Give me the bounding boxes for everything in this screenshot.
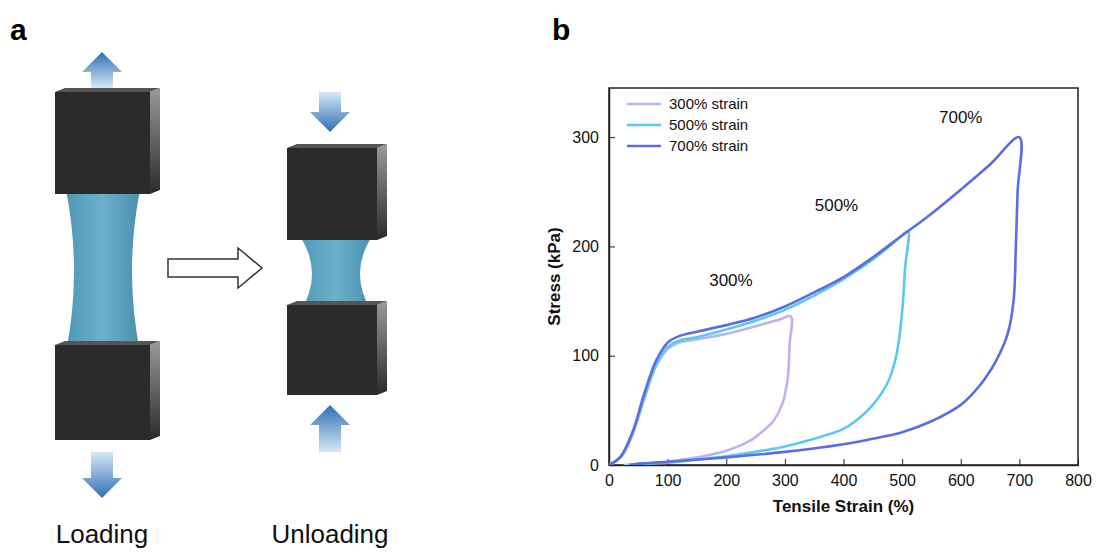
loading-specimen [55,52,160,498]
y-axis: 0 100 200 300 [572,89,615,474]
clamp-front-face [287,148,377,240]
y-axis-line [609,89,611,466]
x-axis-title: Tensile Strain (%) [773,497,914,516]
y-tick-mark [609,465,615,466]
x-tick: 800 [1065,459,1092,489]
y-tick: 100 [572,347,615,364]
arrow-up [310,405,350,452]
panel-label: b [552,13,570,46]
clamp-side-face [150,341,160,440]
y-tick-label: 200 [572,238,599,255]
x-tick-label: 200 [713,472,740,489]
y-tick: 200 [572,238,615,255]
y-tick: 300 [572,129,615,146]
panel-label: a [10,13,27,46]
unloading-specimen [287,92,387,452]
x-tick-mark [785,459,786,465]
specimen [300,236,372,312]
x-tick: 600 [948,459,975,489]
x-tick-mark [902,459,903,465]
clamp-top-face [287,144,387,148]
series-line [609,231,909,465]
annotation: 700% [939,108,982,127]
x-tick: 400 [831,459,858,489]
annotation: 500% [815,196,858,215]
caption: Unloading [271,519,388,549]
transition-arrow [168,248,262,288]
x-tick-mark [1078,459,1079,465]
x-tick-mark [844,459,845,465]
x-tick-label: 800 [1065,472,1092,489]
clamp-top-face [55,341,160,345]
y-tick-label: 300 [572,129,599,146]
y-tick-mark [609,356,615,357]
panel-b: b 0 100 200 300 400 500 600 700 800 0 100 200 300 Tens… [545,13,1092,516]
y-tick-mark [609,137,615,138]
x-tick: 300 [772,459,799,489]
clamp-front-face [55,92,150,194]
y-tick: 0 [590,457,615,474]
clamp-side-face [377,301,387,395]
clamp-top-face [55,88,160,92]
clamp-side-face [150,88,160,194]
x-tick-label: 0 [605,472,614,489]
legend-label: 500% strain [669,116,748,133]
arrow-up [82,52,122,88]
legend-swatch [627,103,661,106]
x-tick: 700 [1007,459,1034,489]
arrow-down [82,452,122,498]
y-tick-label: 0 [590,457,599,474]
caption: Loading [56,519,149,549]
x-axis: 0 100 200 300 400 500 600 700 800 [605,459,1092,489]
legend-swatch [627,145,661,148]
annotation: 300% [709,271,752,290]
legend-label: 700% strain [669,137,748,154]
x-tick-label: 700 [1007,472,1034,489]
specimen [66,190,140,352]
clamp-front-face [287,305,377,395]
y-axis-title: Stress (kPa) [545,227,564,325]
arrow-down [310,92,350,132]
legend: 300% strain 500% strain 700% strain [627,95,748,154]
plot-frame [609,88,1078,465]
clamp-top-face [287,301,387,305]
plot-area [609,137,1022,465]
x-tick-label: 600 [948,472,975,489]
series-line [609,316,792,465]
x-tick: 500 [889,459,916,489]
x-tick-label: 300 [772,472,799,489]
clamp-front-face [55,345,150,440]
figure: a Loading Unloading b 0 100 200 300 400 500 600 700… [0,0,1100,559]
series-line [609,137,1022,465]
legend-swatch [627,124,661,127]
x-tick-label: 500 [889,472,916,489]
x-tick: 200 [713,459,740,489]
x-tick-mark [726,459,727,465]
x-tick-mark [961,459,962,465]
clamp-side-face [377,144,387,240]
panel-a: a Loading Unloading [10,13,389,549]
y-tick-label: 100 [572,347,599,364]
y-tick-mark [609,246,615,247]
x-tick-mark [1019,459,1020,465]
x-tick-label: 400 [831,472,858,489]
legend-label: 300% strain [669,95,748,112]
x-tick-label: 100 [655,472,682,489]
